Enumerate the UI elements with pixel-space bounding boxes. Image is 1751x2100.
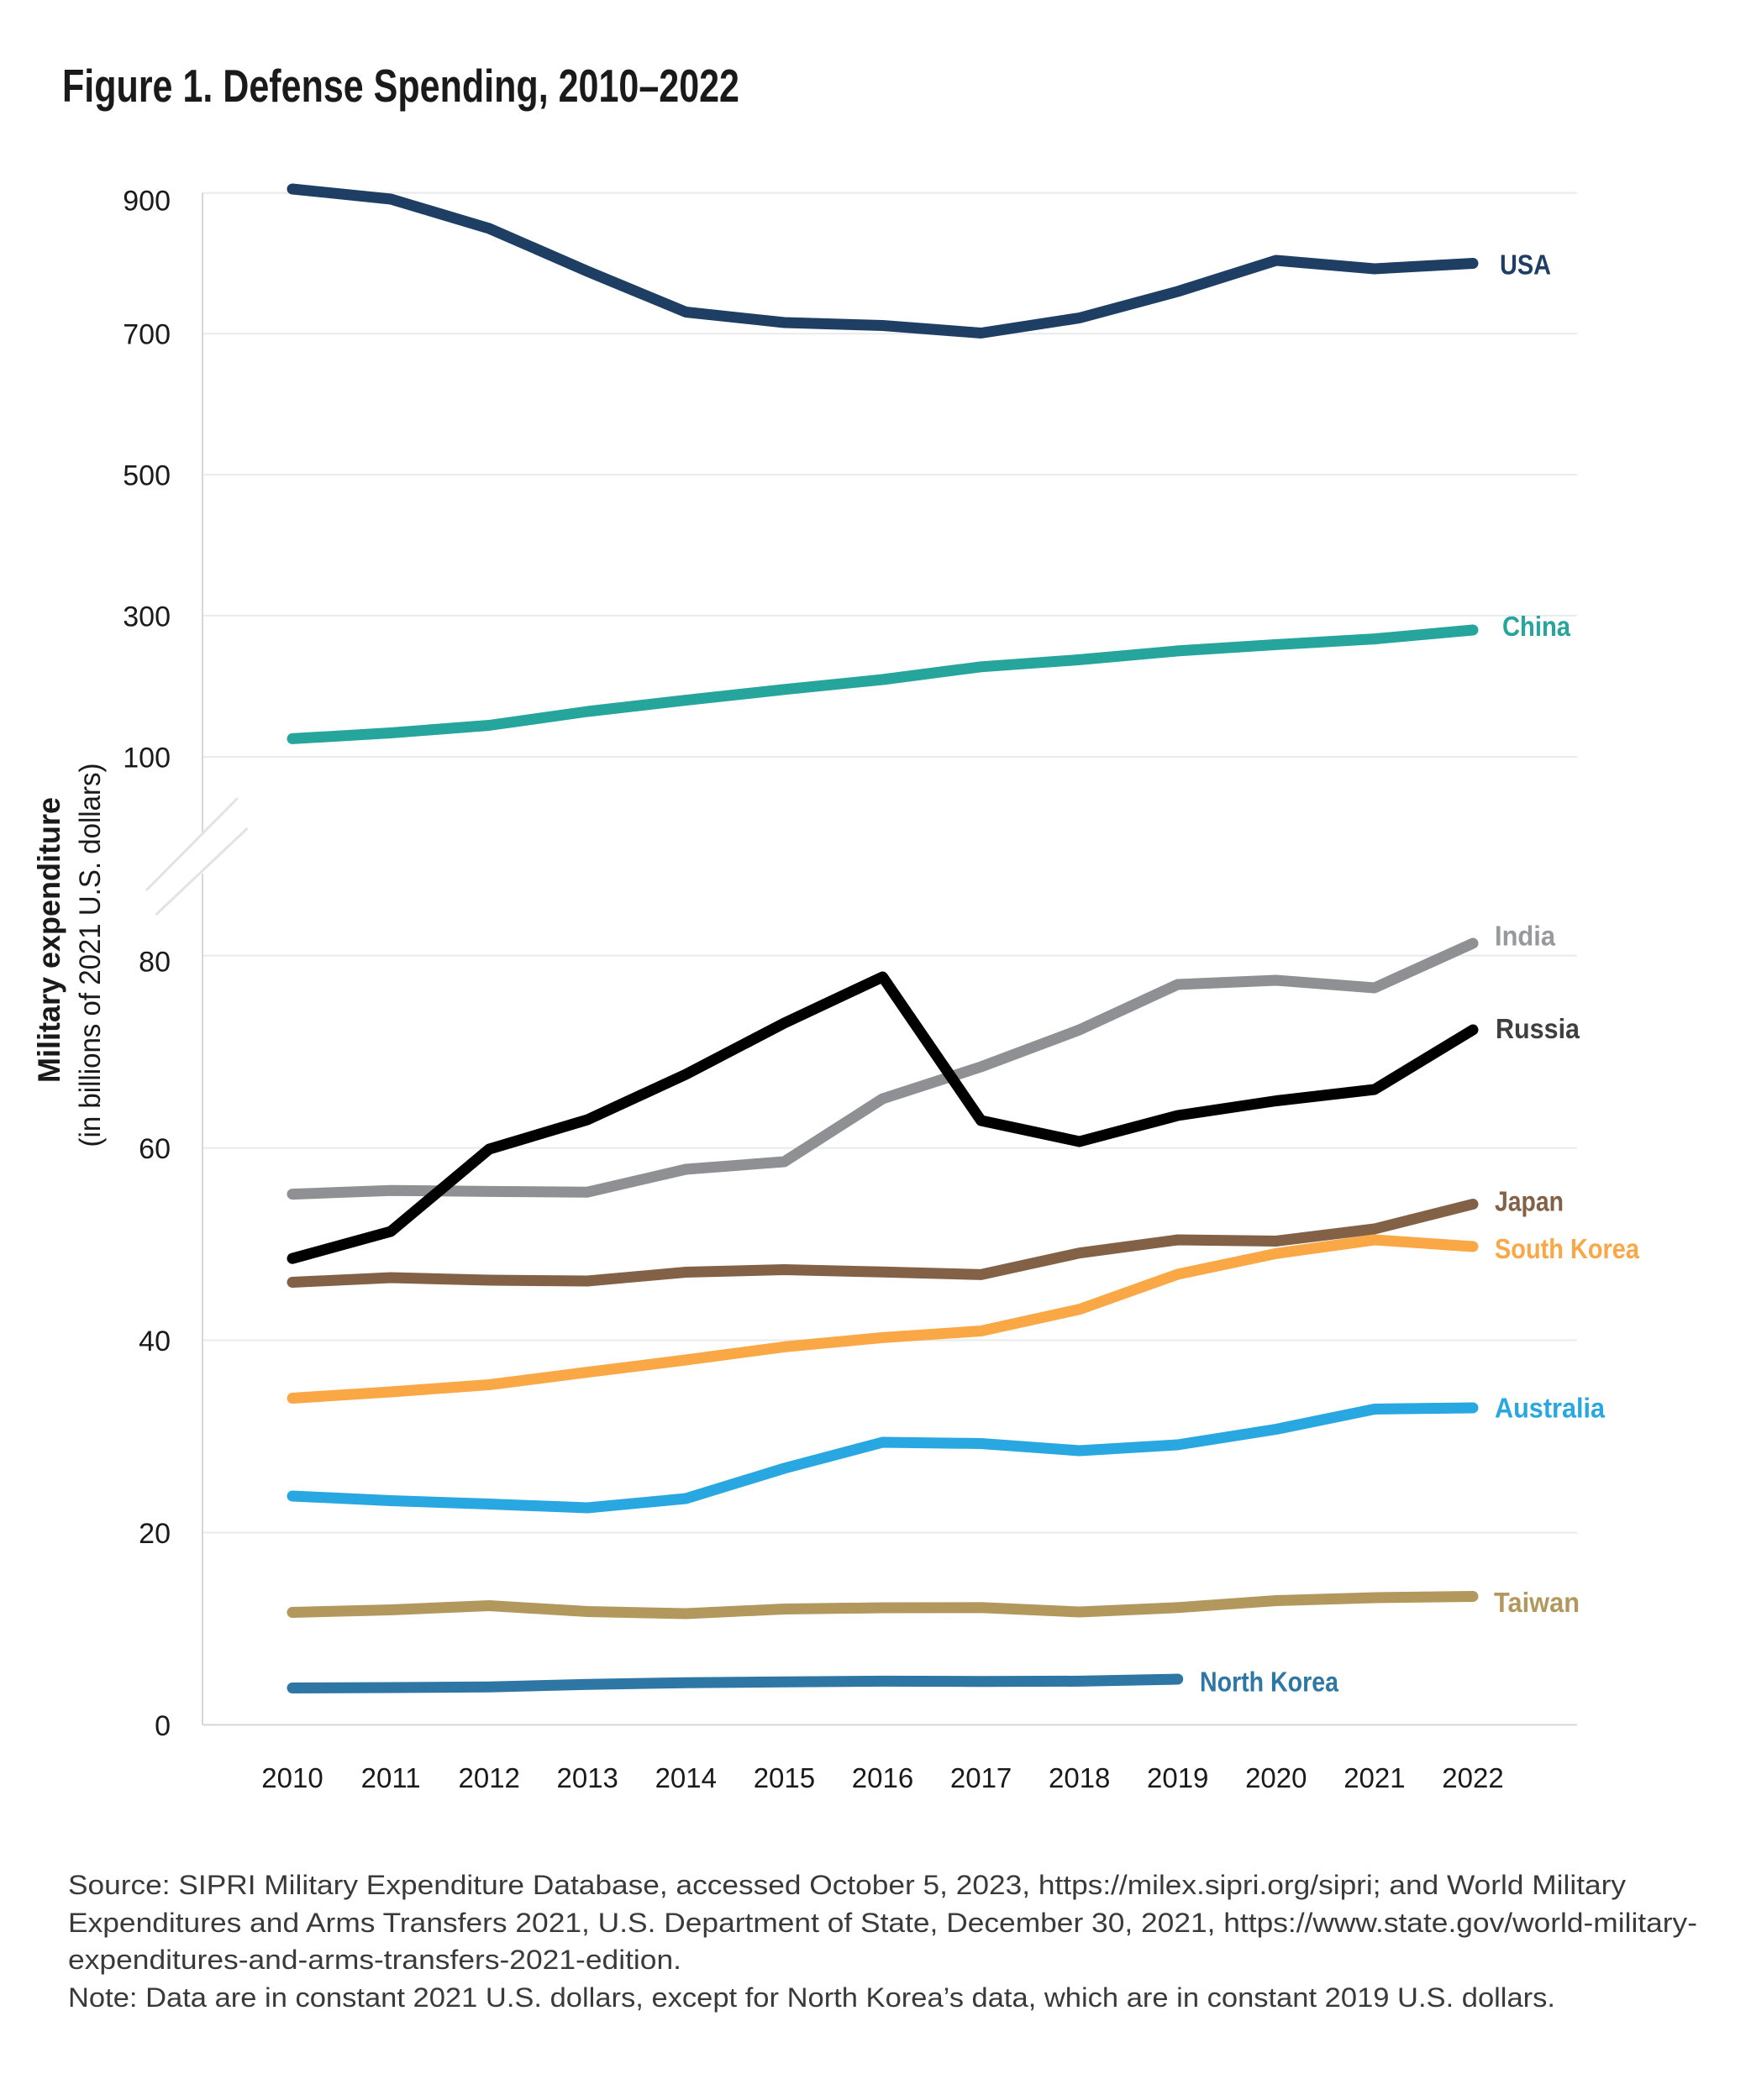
svg-text:2021: 2021 (1343, 1762, 1405, 1793)
svg-text:2010: 2010 (261, 1762, 323, 1793)
svg-text:2020: 2020 (1245, 1762, 1307, 1793)
svg-text:Note: Data are in constant 202: Note: Data are in constant 2021 U.S. dol… (68, 1982, 1555, 2013)
svg-text:2015: 2015 (754, 1762, 815, 1793)
svg-text:Figure 1. Defense Spending, 20: Figure 1. Defense Spending, 2010–2022 (62, 60, 739, 112)
svg-text:Source: SIPRI Military Expendi: Source: SIPRI Military Expenditure Datab… (68, 1870, 1626, 1900)
svg-text:2019: 2019 (1147, 1762, 1208, 1793)
svg-text:Russia: Russia (1496, 1013, 1580, 1044)
svg-text:2022: 2022 (1442, 1762, 1503, 1793)
svg-text:Military expenditure: Military expenditure (32, 797, 66, 1083)
svg-text:North Korea: North Korea (1200, 1667, 1339, 1698)
svg-text:South Korea: South Korea (1495, 1233, 1640, 1264)
svg-text:2014: 2014 (655, 1762, 717, 1793)
svg-text:Australia: Australia (1495, 1393, 1606, 1424)
svg-text:2018: 2018 (1049, 1762, 1110, 1793)
svg-text:expenditures-and-arms-transfer: expenditures-and-arms-transfers-2021-edi… (68, 1945, 681, 1975)
svg-text:700: 700 (123, 319, 171, 351)
svg-text:(in billions of 2021 U.S. doll: (in billions of 2021 U.S. dollars) (74, 764, 107, 1147)
svg-text:2012: 2012 (458, 1762, 519, 1793)
svg-text:100: 100 (123, 742, 171, 774)
svg-text:300: 300 (123, 601, 171, 633)
svg-text:Expenditures and Arms Transfer: Expenditures and Arms Transfers 2021, U.… (68, 1908, 1697, 1938)
svg-text:China: China (1502, 611, 1571, 642)
svg-text:80: 80 (139, 947, 171, 979)
svg-text:20: 20 (139, 1518, 171, 1550)
svg-text:Japan: Japan (1495, 1186, 1564, 1217)
svg-text:900: 900 (123, 186, 171, 218)
svg-text:USA: USA (1500, 249, 1551, 281)
svg-text:40: 40 (139, 1326, 171, 1357)
svg-text:0: 0 (155, 1710, 171, 1742)
svg-text:60: 60 (139, 1133, 171, 1165)
svg-text:2017: 2017 (950, 1762, 1012, 1793)
svg-text:Taiwan: Taiwan (1494, 1587, 1580, 1618)
svg-text:2016: 2016 (852, 1762, 913, 1793)
svg-text:2011: 2011 (361, 1762, 421, 1793)
svg-text:500: 500 (123, 460, 171, 492)
svg-text:India: India (1495, 921, 1556, 952)
svg-text:2013: 2013 (556, 1762, 618, 1793)
